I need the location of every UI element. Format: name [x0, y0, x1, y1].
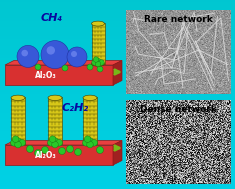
Circle shape: [56, 139, 63, 146]
Circle shape: [82, 139, 89, 146]
Bar: [83, 97, 97, 143]
Bar: [48, 97, 62, 143]
Polygon shape: [5, 145, 113, 165]
Circle shape: [84, 136, 91, 143]
Text: Rare network: Rare network: [144, 15, 213, 23]
Circle shape: [35, 64, 41, 70]
Ellipse shape: [83, 95, 97, 101]
Polygon shape: [113, 60, 122, 85]
Polygon shape: [5, 65, 113, 85]
Circle shape: [97, 146, 103, 153]
Circle shape: [17, 45, 39, 67]
Circle shape: [67, 146, 74, 153]
Circle shape: [52, 141, 58, 148]
Circle shape: [95, 61, 101, 67]
Circle shape: [27, 146, 34, 153]
Circle shape: [42, 146, 48, 153]
Circle shape: [41, 41, 69, 69]
Circle shape: [67, 47, 87, 67]
Circle shape: [71, 51, 77, 57]
Text: Al₂O₃: Al₂O₃: [35, 152, 57, 160]
Circle shape: [21, 50, 28, 56]
Circle shape: [87, 64, 93, 70]
Circle shape: [47, 46, 55, 55]
Circle shape: [15, 141, 21, 148]
Text: Dense network: Dense network: [140, 105, 217, 114]
Polygon shape: [5, 140, 122, 145]
Ellipse shape: [91, 21, 105, 26]
Circle shape: [93, 57, 99, 62]
Circle shape: [19, 139, 26, 146]
Circle shape: [99, 60, 104, 65]
Text: C₂H₂: C₂H₂: [61, 103, 89, 113]
Circle shape: [11, 139, 17, 146]
Circle shape: [74, 149, 82, 156]
Bar: [11, 97, 25, 143]
Ellipse shape: [83, 141, 97, 146]
Circle shape: [52, 138, 58, 144]
Polygon shape: [5, 60, 122, 65]
Text: CH₄: CH₄: [41, 13, 63, 23]
Circle shape: [35, 149, 42, 156]
Circle shape: [87, 138, 93, 144]
Ellipse shape: [91, 61, 105, 66]
Ellipse shape: [11, 141, 25, 146]
Circle shape: [92, 60, 97, 65]
Circle shape: [91, 139, 98, 146]
Circle shape: [12, 136, 19, 143]
Circle shape: [95, 58, 101, 64]
Circle shape: [87, 141, 93, 148]
Ellipse shape: [11, 95, 25, 101]
Circle shape: [62, 65, 68, 71]
Ellipse shape: [48, 95, 62, 101]
Circle shape: [59, 147, 66, 154]
Text: Al₂O₃: Al₂O₃: [35, 71, 57, 81]
Bar: [91, 23, 105, 64]
Ellipse shape: [48, 141, 62, 146]
Circle shape: [97, 66, 103, 72]
Polygon shape: [113, 140, 122, 165]
Circle shape: [47, 139, 54, 146]
Circle shape: [49, 136, 56, 143]
Circle shape: [15, 138, 21, 144]
